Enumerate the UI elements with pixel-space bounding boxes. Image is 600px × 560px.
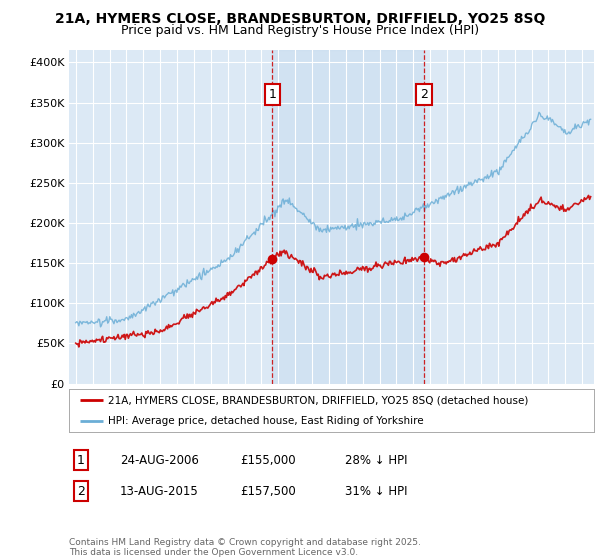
Text: 2: 2 bbox=[420, 88, 428, 101]
Text: 31% ↓ HPI: 31% ↓ HPI bbox=[345, 484, 407, 498]
Bar bbox=[272, 50, 424, 384]
Text: 21A, HYMERS CLOSE, BRANDESBURTON, DRIFFIELD, YO25 8SQ (detached house): 21A, HYMERS CLOSE, BRANDESBURTON, DRIFFI… bbox=[109, 395, 529, 405]
Text: 13-AUG-2015: 13-AUG-2015 bbox=[120, 484, 199, 498]
Text: 21A, HYMERS CLOSE, BRANDESBURTON, DRIFFIELD, YO25 8SQ: 21A, HYMERS CLOSE, BRANDESBURTON, DRIFFI… bbox=[55, 12, 545, 26]
Text: £155,000: £155,000 bbox=[240, 454, 296, 467]
Text: £157,500: £157,500 bbox=[240, 484, 296, 498]
Text: 1: 1 bbox=[268, 88, 277, 101]
Text: Price paid vs. HM Land Registry's House Price Index (HPI): Price paid vs. HM Land Registry's House … bbox=[121, 24, 479, 37]
Text: 24-AUG-2006: 24-AUG-2006 bbox=[120, 454, 199, 467]
Text: 28% ↓ HPI: 28% ↓ HPI bbox=[345, 454, 407, 467]
Text: Contains HM Land Registry data © Crown copyright and database right 2025.
This d: Contains HM Land Registry data © Crown c… bbox=[69, 538, 421, 557]
Text: 2: 2 bbox=[77, 484, 85, 498]
Text: 1: 1 bbox=[77, 454, 85, 467]
Text: HPI: Average price, detached house, East Riding of Yorkshire: HPI: Average price, detached house, East… bbox=[109, 416, 424, 426]
